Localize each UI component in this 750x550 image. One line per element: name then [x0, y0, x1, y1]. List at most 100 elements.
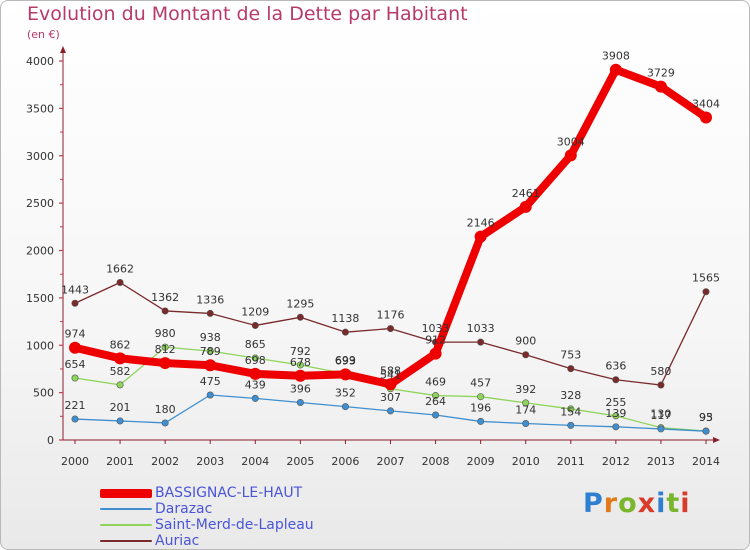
data-label-3: 1295: [286, 297, 314, 310]
x-tick-label: 2011: [557, 455, 585, 468]
data-label-1: 221: [65, 399, 86, 412]
chart-subtitle: (en €): [27, 28, 60, 41]
data-label-3: 753: [560, 349, 581, 362]
logo-letter: i: [656, 488, 667, 519]
data-point-0: [654, 80, 667, 93]
data-label-0: 588: [380, 364, 401, 377]
data-point-0: [700, 111, 712, 124]
data-point-0: [384, 378, 397, 391]
data-point-3: [567, 365, 575, 373]
data-point-0: [69, 341, 81, 354]
data-point-2: [206, 347, 214, 355]
data-point-3: [296, 313, 304, 321]
data-label-0: 2461: [512, 187, 540, 200]
logo-letter: o: [618, 488, 638, 519]
data-point-1: [206, 391, 214, 399]
data-point-1: [251, 394, 259, 402]
data-label-0: 698: [245, 354, 266, 367]
data-label-3: 1209: [241, 305, 269, 318]
chart-title: Evolution du Montant de la Dette par Hab…: [27, 3, 468, 25]
data-label-2: 792: [290, 345, 311, 358]
x-tick-label: 2004: [241, 455, 269, 468]
y-tick-label: 1500: [26, 292, 54, 305]
data-point-1: [612, 423, 620, 431]
data-point-0: [564, 149, 577, 162]
data-point-0: [339, 368, 352, 381]
data-label-2: 980: [155, 327, 176, 340]
legend-swatch: [100, 540, 152, 542]
data-point-3: [71, 299, 79, 307]
data-label-2: 938: [200, 331, 221, 344]
proxiti-logo: Proxiti: [583, 488, 691, 519]
data-point-2: [522, 399, 530, 407]
x-tick-label: 2014: [692, 455, 720, 468]
data-point-2: [161, 343, 169, 351]
data-label-0: 789: [200, 345, 221, 358]
y-tick-label: 500: [33, 387, 54, 400]
data-label-2: 255: [605, 396, 626, 409]
data-point-2: [116, 381, 124, 389]
y-tick-label: 0: [47, 434, 54, 447]
legend-swatch: [100, 508, 152, 510]
data-label-2: 699: [335, 354, 356, 367]
x-tick-label: 2005: [286, 455, 314, 468]
data-label-0: 912: [425, 334, 446, 347]
logo-letter: t: [666, 488, 681, 519]
data-label-1: 93: [699, 411, 713, 424]
data-point-1: [477, 417, 485, 425]
legend-label: Darazac: [155, 501, 213, 517]
data-point-0: [609, 63, 622, 76]
data-point-1: [522, 420, 530, 428]
x-tick-label: 2010: [512, 455, 540, 468]
data-label-3: 1565: [692, 272, 720, 285]
data-point-0: [204, 359, 217, 372]
x-tick-label: 2002: [151, 455, 179, 468]
data-point-3: [702, 288, 710, 296]
data-label-0: 3729: [647, 67, 675, 80]
data-label-1: 307: [380, 391, 401, 404]
y-tick-label: 3500: [26, 102, 54, 115]
x-tick-label: 2006: [331, 455, 359, 468]
data-label-3: 1176: [377, 309, 405, 322]
x-tick-label: 2003: [196, 455, 224, 468]
logo-letter: P: [583, 488, 604, 519]
data-point-3: [477, 338, 485, 346]
data-point-2: [251, 354, 259, 362]
data-label-1: 180: [155, 403, 176, 416]
x-tick-label: 2008: [422, 455, 450, 468]
data-point-0: [159, 357, 172, 370]
data-label-0: 678: [290, 356, 311, 369]
data-point-0: [474, 230, 487, 243]
data-label-3: 1662: [106, 263, 134, 276]
data-label-1: 439: [245, 378, 266, 391]
legend-label: Auriac: [155, 533, 200, 549]
data-label-1: 475: [200, 375, 221, 388]
data-label-2: 130: [650, 408, 671, 421]
data-label-0: 974: [65, 328, 86, 341]
data-label-0: 3908: [602, 50, 630, 63]
y-tick-label: 3000: [26, 150, 54, 163]
data-label-1: 174: [515, 404, 536, 417]
data-point-1: [386, 407, 394, 415]
data-point-1: [116, 417, 124, 425]
data-point-0: [114, 352, 127, 365]
legend-swatch: [100, 488, 152, 498]
data-label-2: 469: [425, 376, 446, 389]
x-tick-label: 2001: [106, 455, 134, 468]
x-tick-label: 2000: [61, 455, 89, 468]
data-label-3: 1138: [331, 312, 359, 325]
data-label-0: 2146: [467, 217, 495, 230]
data-label-2: 457: [470, 377, 491, 390]
y-axis-arrow: [60, 46, 66, 53]
data-label-1: 117: [650, 409, 671, 422]
data-label-1: 139: [605, 407, 626, 420]
data-point-1: [341, 403, 349, 411]
data-label-3: 636: [605, 360, 626, 373]
data-point-3: [386, 325, 394, 333]
x-tick-label: 2009: [467, 455, 495, 468]
data-point-2: [296, 361, 304, 369]
data-label-2: 654: [65, 358, 86, 371]
x-tick-label: 2012: [602, 455, 630, 468]
y-tick-label: 1000: [26, 339, 54, 352]
